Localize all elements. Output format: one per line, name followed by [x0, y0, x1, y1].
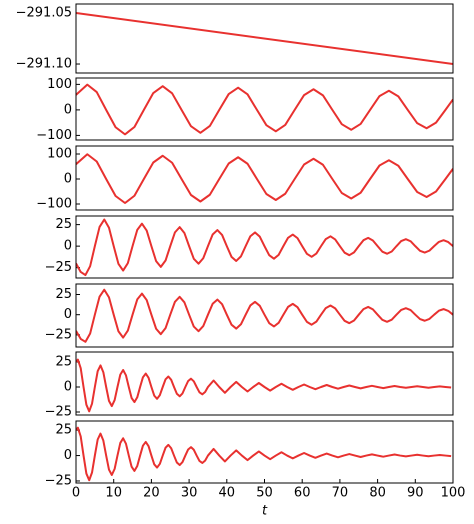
x-tick-label: 50	[256, 486, 273, 501]
axes-frame	[75, 77, 454, 141]
data-line	[76, 218, 453, 277]
axes-frame	[75, 283, 454, 348]
axes-frame	[75, 351, 454, 416]
axes-frame	[75, 215, 454, 279]
y-tick-label: 25	[55, 217, 72, 232]
data-line	[76, 358, 452, 413]
y-tick-label: 25	[55, 287, 72, 302]
x-tick-label: 40	[219, 486, 236, 501]
y-tick-label: 100	[47, 77, 72, 92]
y-tick-label: −25	[45, 327, 72, 342]
x-tick-label: 80	[369, 486, 386, 501]
data-line	[76, 153, 453, 204]
x-tick-label: 10	[105, 486, 122, 501]
x-tick-label: 90	[407, 486, 424, 501]
y-tick-label: 0	[64, 448, 72, 463]
y-tick-label: 0	[64, 380, 72, 395]
y-tick-label: −291.10	[16, 57, 72, 72]
x-tick-label: 20	[143, 486, 160, 501]
y-tick-label: 0	[64, 307, 72, 322]
x-tick-label: 100	[441, 486, 466, 501]
x-axis-label: t	[262, 504, 268, 519]
y-tick-label: 0	[64, 102, 72, 117]
y-tick-label: 0	[64, 239, 72, 254]
y-tick-label: −100	[36, 197, 72, 212]
y-tick-label: −25	[45, 473, 72, 488]
y-tick-label: 25	[55, 355, 72, 370]
axes-frame	[75, 420, 454, 484]
data-line	[76, 11, 453, 66]
y-tick-label: −291.05	[16, 5, 72, 20]
x-tick-label: 60	[294, 486, 311, 501]
x-tick-label: 70	[332, 486, 349, 501]
data-line	[76, 426, 452, 482]
x-tick-label: 30	[181, 486, 198, 501]
y-tick-label: −25	[45, 260, 72, 275]
x-tick-label: 0	[72, 486, 80, 501]
y-tick-label: −100	[36, 128, 72, 143]
y-tick-label: 25	[55, 423, 72, 438]
y-tick-label: −25	[45, 405, 72, 420]
data-line	[76, 288, 453, 343]
y-tick-label: 100	[47, 147, 72, 162]
y-tick-label: 0	[64, 172, 72, 187]
axes-frame	[75, 3, 454, 74]
axes-frame	[75, 145, 454, 211]
data-line	[76, 83, 453, 136]
